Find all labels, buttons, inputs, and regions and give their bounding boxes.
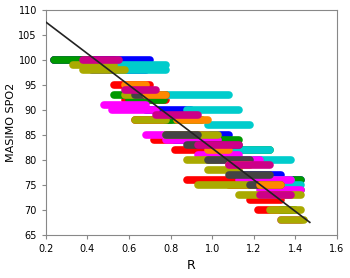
X-axis label: R: R <box>187 259 196 272</box>
Y-axis label: MASIMO SPO2: MASIMO SPO2 <box>6 83 15 162</box>
